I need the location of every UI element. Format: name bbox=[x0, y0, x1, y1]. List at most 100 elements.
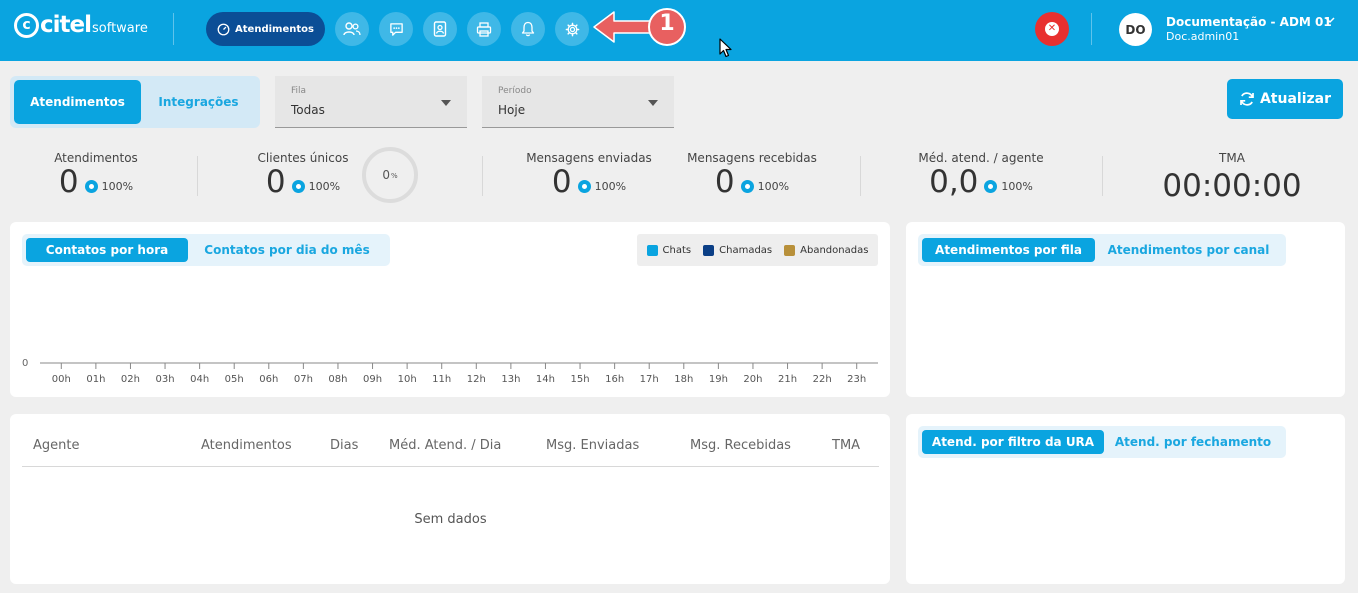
legend-item[interactable]: Chamadas bbox=[703, 244, 772, 256]
x-tick-label: 21h bbox=[778, 374, 798, 385]
stat-percent-value: 100% bbox=[101, 179, 134, 193]
fila-select[interactable]: Fila Todas bbox=[275, 76, 467, 128]
column-header-msg-enviadas[interactable]: Msg. Enviadas bbox=[546, 438, 640, 453]
x-tick-label: 17h bbox=[639, 374, 659, 385]
x-tick-label: 06h bbox=[259, 374, 279, 385]
stat-percent-value: 100% bbox=[757, 179, 790, 193]
tab-atendimentos-por-fila[interactable]: Atendimentos por fila bbox=[922, 238, 1095, 262]
ring-value: 0 bbox=[382, 168, 390, 182]
x-tick-label: 10h bbox=[397, 374, 417, 385]
stat-title: Atendimentos bbox=[54, 151, 138, 165]
stat-percent-value: 100% bbox=[1001, 179, 1033, 193]
stat-tma: TMA 00:00:00 bbox=[1162, 151, 1302, 203]
nav-atendimentos-label: Atendimentos bbox=[235, 23, 314, 35]
contact-book-icon bbox=[433, 21, 447, 37]
percent-dot-icon bbox=[577, 179, 591, 193]
stat-percent: 100% bbox=[577, 179, 627, 193]
percent-dot-icon bbox=[740, 179, 754, 193]
stat-mensagens-enviadas: Mensagens enviadas 0 100% bbox=[522, 151, 656, 199]
periodo-select[interactable]: Período Hoje bbox=[482, 76, 674, 128]
x-tick-label: 08h bbox=[328, 374, 348, 385]
users-icon bbox=[343, 22, 361, 36]
legend-label: Chats bbox=[662, 244, 692, 256]
chart-legend: Chats Chamadas Abandonadas bbox=[637, 234, 878, 266]
stat-percent-value: 100% bbox=[594, 179, 627, 193]
user-name[interactable]: Documentação - ADM 01 bbox=[1166, 15, 1332, 29]
x-tick-label: 15h bbox=[570, 374, 590, 385]
nav-chat-button[interactable] bbox=[379, 12, 413, 46]
tab-contatos-por-dia[interactable]: Contatos por dia do mês bbox=[204, 243, 370, 257]
ring-unit: % bbox=[390, 172, 398, 180]
stat-media-atendimentos: Méd. atend. / agente 0,0 100% bbox=[910, 151, 1052, 199]
citel-logo[interactable]: c citel software bbox=[14, 12, 148, 38]
close-icon: ✕ bbox=[1045, 22, 1059, 36]
percent-dot-icon bbox=[984, 179, 998, 193]
divider bbox=[482, 156, 483, 196]
nav-notifications-button[interactable] bbox=[511, 12, 545, 46]
gear-icon bbox=[565, 22, 579, 36]
nav-contacts-button[interactable] bbox=[423, 12, 457, 46]
logo-subtitle: software bbox=[92, 20, 148, 36]
x-tick-label: 18h bbox=[674, 374, 694, 385]
tab-atendimentos[interactable]: Atendimentos bbox=[14, 80, 141, 124]
stat-title: Clientes únicos bbox=[257, 151, 349, 165]
x-tick-label: 07h bbox=[293, 374, 313, 385]
nav-settings-button[interactable] bbox=[555, 12, 589, 46]
column-header-tma[interactable]: TMA bbox=[832, 438, 861, 453]
stat-value: 0 bbox=[265, 164, 286, 200]
divider bbox=[860, 156, 861, 196]
chevron-down-icon[interactable] bbox=[1325, 16, 1335, 24]
divider bbox=[1102, 156, 1103, 196]
column-header-msg-recebidas[interactable]: Msg. Recebidas bbox=[690, 438, 791, 453]
annotation-number: 1 bbox=[659, 11, 675, 36]
annotation-arrow-icon bbox=[593, 8, 686, 46]
refresh-label: Atualizar bbox=[1259, 91, 1332, 107]
bell-icon bbox=[521, 21, 535, 37]
refresh-button[interactable]: Atualizar bbox=[1227, 79, 1343, 119]
fila-value: Todas bbox=[291, 103, 325, 117]
stat-percent: 100% bbox=[984, 179, 1033, 193]
logo-mark-icon: c bbox=[14, 12, 39, 38]
stat-title: Mensagens enviadas bbox=[526, 151, 652, 165]
divider bbox=[197, 156, 198, 196]
close-session-button[interactable]: ✕ bbox=[1035, 12, 1069, 46]
tab-contatos-por-hora[interactable]: Contatos por hora bbox=[26, 238, 188, 262]
tab-filtro-ura[interactable]: Atend. por filtro da URA bbox=[922, 430, 1104, 454]
x-tick-label: 14h bbox=[535, 374, 555, 385]
nav-users-button[interactable] bbox=[335, 12, 369, 46]
tab-integracoes[interactable]: Integrações bbox=[158, 95, 239, 109]
fila-label: Fila bbox=[291, 86, 307, 96]
x-tick-label: 16h bbox=[605, 374, 625, 385]
stat-title: TMA bbox=[1219, 151, 1245, 165]
refresh-icon bbox=[1240, 92, 1254, 106]
column-header-atendimentos[interactable]: Atendimentos bbox=[201, 438, 292, 453]
x-tick-label: 20h bbox=[743, 374, 763, 385]
stat-value: 00:00:00 bbox=[1162, 168, 1302, 204]
percent-dot-icon bbox=[84, 179, 98, 193]
legend-item[interactable]: Chats bbox=[646, 244, 692, 256]
x-tick-label: 01h bbox=[86, 374, 106, 385]
legend-item[interactable]: Abandonadas bbox=[784, 244, 868, 256]
percent-dot-icon bbox=[291, 179, 305, 193]
column-header-media-dia[interactable]: Méd. Atend. / Dia bbox=[389, 438, 502, 453]
stat-title: Méd. atend. / agente bbox=[918, 151, 1044, 165]
x-tick-label: 13h bbox=[501, 374, 521, 385]
stat-percent: 100% bbox=[740, 179, 790, 193]
column-header-agente[interactable]: Agente bbox=[33, 438, 80, 453]
tab-fechamento[interactable]: Atend. por fechamento bbox=[1114, 435, 1272, 449]
column-header-dias[interactable]: Dias bbox=[330, 438, 359, 453]
stat-percent-value: 100% bbox=[308, 179, 341, 193]
x-tick-label: 04h bbox=[190, 374, 210, 385]
x-tick-label: 02h bbox=[120, 374, 140, 385]
x-tick-label: 11h bbox=[432, 374, 452, 385]
nav-print-button[interactable] bbox=[467, 12, 501, 46]
legend-swatch bbox=[784, 244, 796, 256]
agent-table-card bbox=[10, 414, 890, 584]
stat-atendimentos: Atendimentos 0 100% bbox=[35, 151, 157, 199]
logo-name: citel bbox=[40, 12, 92, 38]
divider bbox=[1091, 13, 1092, 45]
user-login: Doc.admin01 bbox=[1166, 30, 1240, 43]
tab-atendimentos-por-canal[interactable]: Atendimentos por canal bbox=[1107, 243, 1270, 257]
nav-atendimentos-button[interactable]: Atendimentos bbox=[206, 12, 325, 46]
avatar[interactable]: DO bbox=[1119, 13, 1152, 46]
